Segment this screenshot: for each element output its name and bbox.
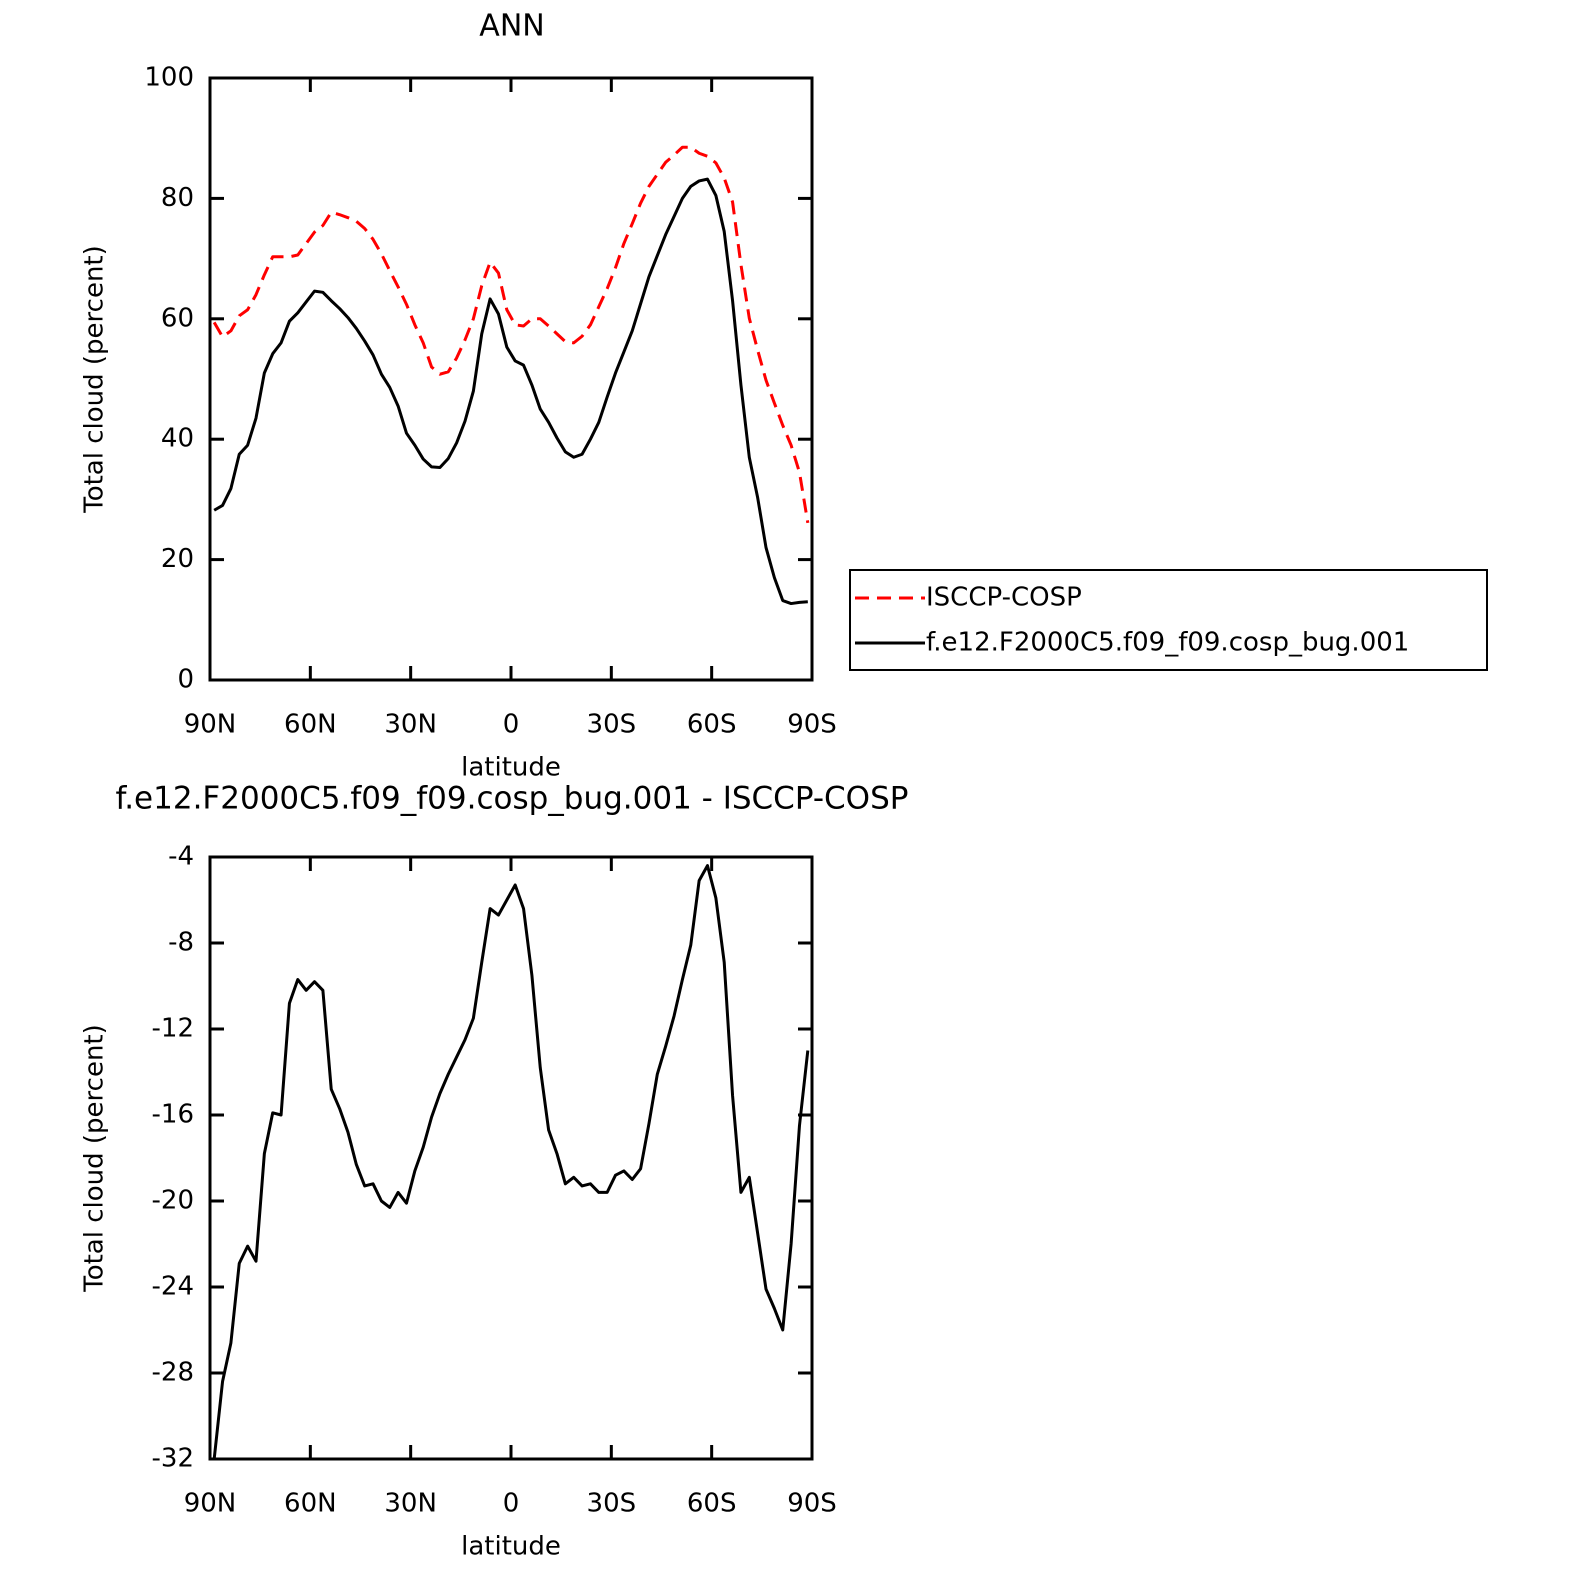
x-tick-label: 0 (503, 1489, 520, 1519)
y-tick-label: 60 (161, 303, 194, 333)
y-tick-label: 80 (161, 183, 194, 213)
legend-label: ISCCP-COSP (926, 583, 1082, 613)
legend-label: f.e12.F2000C5.f09_f09.cosp_bug.001 (926, 628, 1409, 658)
y-tick-label: -12 (152, 1014, 194, 1044)
y-axis-label: Total cloud (percent) (80, 1024, 110, 1293)
x-axis-label: latitude (461, 1532, 561, 1562)
y-tick-label: 0 (177, 665, 194, 695)
y-tick-label: -24 (152, 1272, 194, 1302)
chart-title: f.e12.F2000C5.f09_f09.cosp_bug.001 - ISC… (116, 781, 909, 817)
y-tick-label: -4 (168, 842, 194, 872)
y-tick-label: -20 (152, 1186, 194, 1216)
x-tick-label: 30N (384, 1489, 437, 1519)
x-tick-label: 30N (384, 710, 437, 740)
y-tick-label: -8 (168, 928, 194, 958)
x-axis-label: latitude (461, 753, 561, 783)
y-axis-label: Total cloud (percent) (80, 245, 110, 514)
x-tick-label: 60S (687, 710, 737, 740)
x-tick-label: 60N (284, 710, 337, 740)
y-tick-label: 40 (161, 424, 194, 454)
x-tick-label: 90S (787, 1489, 837, 1519)
x-tick-label: 90N (184, 1489, 237, 1519)
x-tick-label: 30S (587, 710, 637, 740)
x-tick-label: 30S (587, 1489, 637, 1519)
x-tick-label: 90S (787, 710, 837, 740)
data-line (213, 177, 808, 606)
y-tick-label: -32 (152, 1444, 194, 1474)
data-line (212, 864, 810, 1460)
y-tick-label: 20 (161, 544, 194, 574)
data-line (212, 145, 810, 524)
y-tick-label: -16 (152, 1100, 194, 1130)
x-tick-label: 0 (503, 710, 520, 740)
y-tick-label: -28 (152, 1358, 194, 1388)
chart-title: ANN (479, 9, 544, 44)
x-tick-label: 90N (184, 710, 237, 740)
x-tick-label: 60S (687, 1489, 737, 1519)
legend-box (849, 569, 1488, 671)
x-tick-label: 60N (284, 1489, 337, 1519)
y-tick-label: 100 (144, 63, 194, 93)
plot-frame (208, 76, 814, 682)
